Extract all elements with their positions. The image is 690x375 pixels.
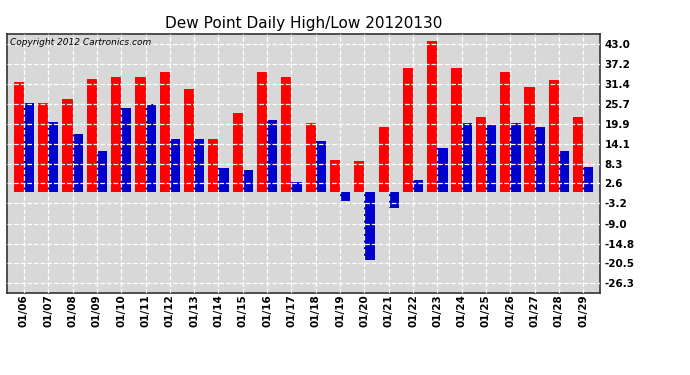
Bar [573,117,583,192]
Bar [291,182,302,192]
Bar [87,79,97,192]
Bar [48,122,59,192]
Bar [524,87,535,192]
Bar [62,99,72,192]
Bar [111,77,121,192]
Bar [14,82,24,192]
Bar [135,77,146,192]
Bar [267,120,277,192]
Bar [583,166,593,192]
Bar [243,170,253,192]
Bar [146,105,156,192]
Bar [549,80,559,192]
Bar [354,161,364,192]
Bar [427,40,437,192]
Bar [403,68,413,192]
Bar [72,134,83,192]
Bar [511,123,520,192]
Bar [121,108,131,192]
Bar [159,72,170,192]
Bar [208,139,219,192]
Bar [500,72,511,192]
Bar [38,103,48,192]
Text: Copyright 2012 Cartronics.com: Copyright 2012 Cartronics.com [10,38,151,46]
Bar [413,180,423,192]
Bar [451,68,462,192]
Bar [257,72,267,192]
Bar [330,160,340,192]
Bar [219,168,228,192]
Bar [535,127,545,192]
Bar [184,89,194,192]
Bar [364,192,375,260]
Bar [388,192,399,208]
Bar [559,151,569,192]
Bar [462,123,472,192]
Bar [282,77,291,192]
Bar [170,139,180,192]
Bar [379,127,388,192]
Bar [340,192,351,201]
Bar [97,151,107,192]
Bar [316,141,326,192]
Title: Dew Point Daily High/Low 20120130: Dew Point Daily High/Low 20120130 [165,16,442,31]
Bar [24,103,34,192]
Bar [486,125,496,192]
Bar [233,113,243,192]
Bar [476,117,486,192]
Bar [437,148,448,192]
Bar [194,139,204,192]
Bar [306,123,316,192]
